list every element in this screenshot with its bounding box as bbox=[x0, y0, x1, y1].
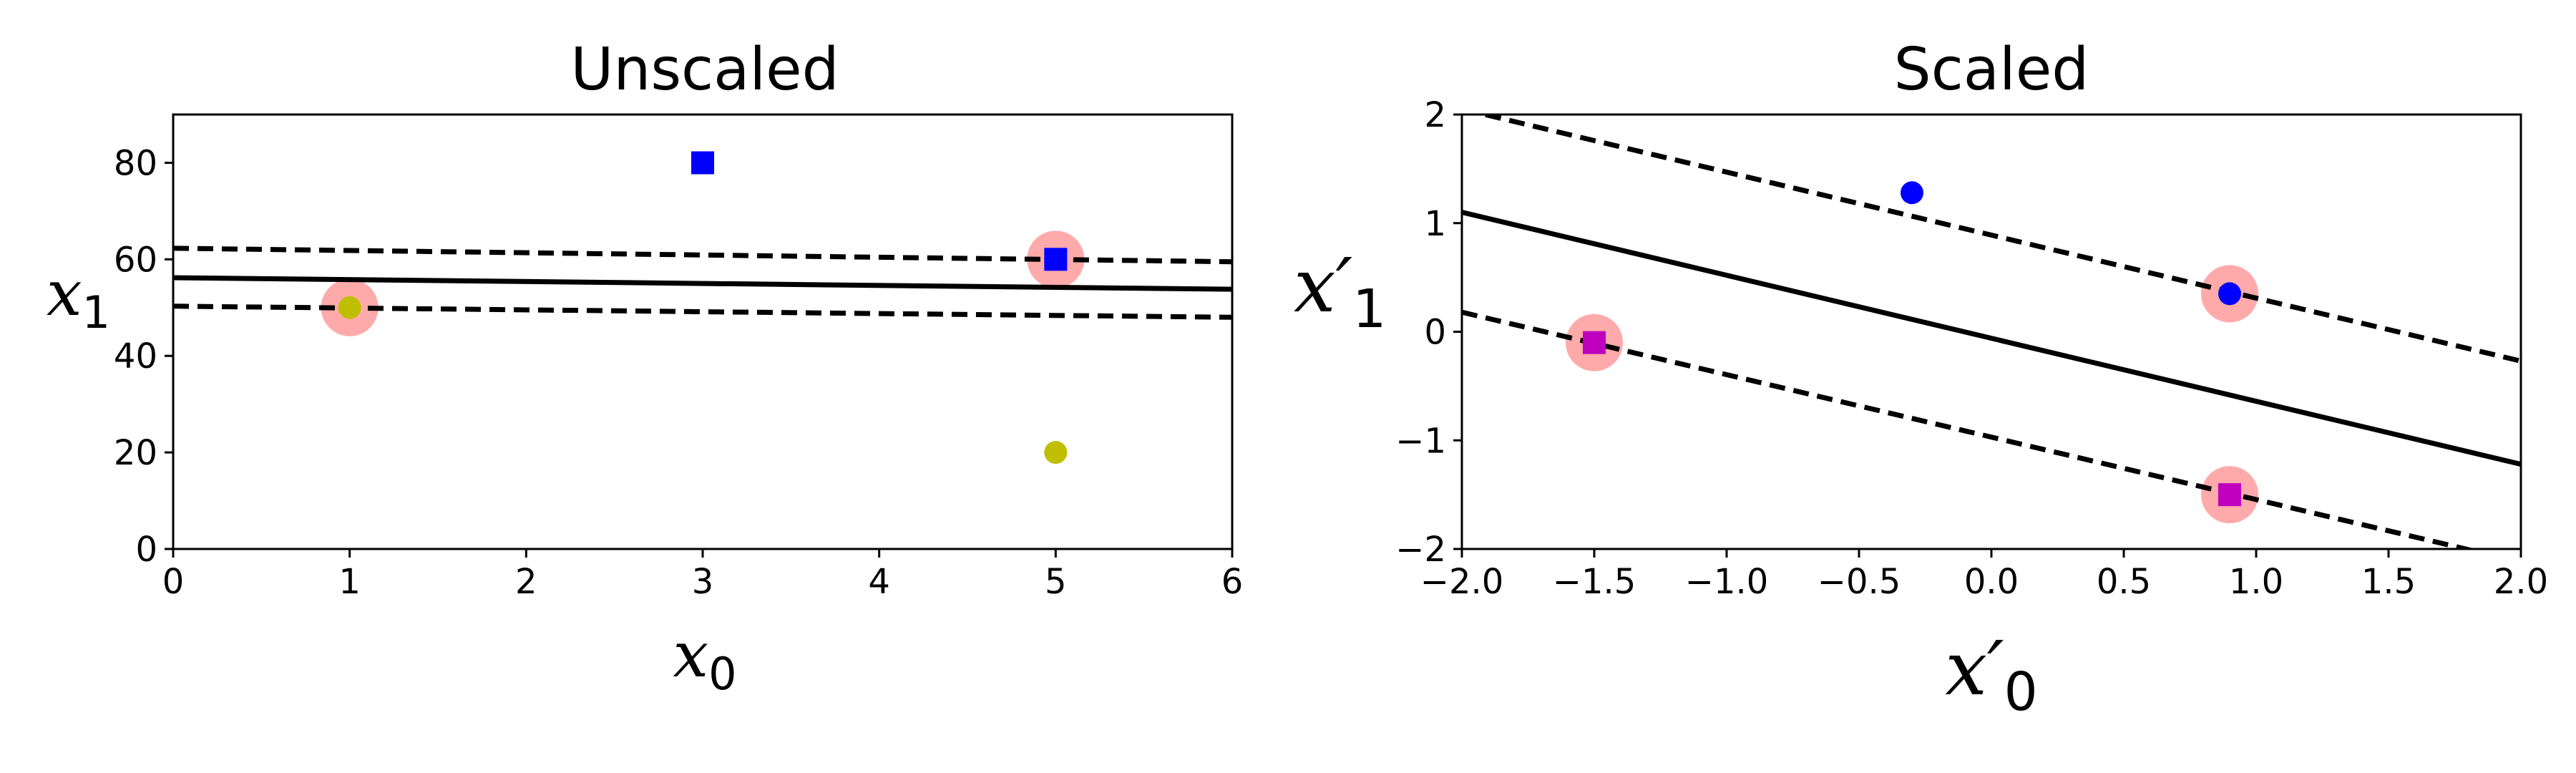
data-point-circle bbox=[1044, 441, 1068, 465]
x-tick-label: 5 bbox=[1045, 562, 1067, 602]
data-point-square bbox=[691, 151, 714, 175]
chart-scaled: Scaled −2.0 −1.5 −1.0 −0.5 0.0 0.5 1.0 1.5 2.0−2… bbox=[1294, 36, 2548, 723]
margin-upper-line bbox=[1473, 115, 2521, 364]
y-axis-label-scaled: x′1 bbox=[1294, 242, 1386, 340]
data-point-circle bbox=[2218, 282, 2241, 306]
data-point-square bbox=[1044, 248, 1068, 271]
chart-title-unscaled: Unscaled bbox=[570, 36, 839, 104]
plot-area-scaled bbox=[1462, 115, 2521, 549]
y-tick-label: 20 bbox=[114, 433, 157, 473]
y-tick-label: 2 bbox=[1424, 95, 1446, 135]
decision-boundary-line bbox=[173, 275, 1232, 292]
y-tick-label: 0 bbox=[135, 530, 157, 570]
data-point-circle bbox=[338, 296, 361, 319]
x-tick-label: 0 bbox=[162, 562, 185, 602]
y-tick-label: −1 bbox=[1395, 421, 1446, 461]
x-tick-label: −0.5 bbox=[1818, 562, 1901, 602]
y-tick-label: −2 bbox=[1395, 530, 1446, 570]
x-tick-label: 3 bbox=[692, 562, 714, 602]
x-axis-label-unscaled: x0 bbox=[673, 618, 736, 700]
x-tick-label: 1 bbox=[338, 562, 361, 602]
x-tick-label: 1.0 bbox=[2229, 562, 2283, 602]
x-tick-label: 0.0 bbox=[1964, 562, 2019, 602]
x-tick-label: 0.5 bbox=[2097, 562, 2151, 602]
y-tick-label: 80 bbox=[114, 143, 157, 183]
plot-area-unscaled bbox=[173, 151, 1232, 465]
ticks-scaled: −2.0 −1.5 −1.0 −0.5 0.0 0.5 1.0 1.5 2.0 −2 −1 0 1 2 bbox=[1395, 95, 2548, 602]
x-tick-label: −1.0 bbox=[1685, 562, 1769, 602]
x-tick-label: 2.0 bbox=[2494, 562, 2548, 602]
chart-title-scaled: Scaled bbox=[1894, 36, 2089, 104]
y-tick-label: 1 bbox=[1424, 204, 1446, 244]
y-tick-label: 40 bbox=[114, 336, 157, 376]
data-point-square bbox=[2218, 483, 2241, 507]
margin-lower-line bbox=[1462, 309, 2477, 549]
x-tick-label: 1.5 bbox=[2361, 562, 2416, 602]
y-axis-label-unscaled: x1 bbox=[47, 256, 110, 339]
x-tick-label: −1.5 bbox=[1553, 562, 1636, 602]
decision-boundary-line bbox=[1462, 210, 2521, 467]
x-tick-label: 2 bbox=[515, 562, 537, 602]
data-point-circle bbox=[1901, 181, 1923, 205]
x-axis-label-scaled: x′0 bbox=[1945, 625, 2037, 723]
x-tick-label: 4 bbox=[868, 562, 890, 602]
x-tick-label: 6 bbox=[1221, 562, 1244, 602]
y-tick-label: 0 bbox=[1424, 313, 1446, 353]
plot-frame-unscaled bbox=[172, 113, 1234, 550]
x-tick-label: −2.0 bbox=[1420, 562, 1504, 602]
data-point-square bbox=[1583, 331, 1606, 354]
y-tick-label: 60 bbox=[114, 240, 157, 280]
